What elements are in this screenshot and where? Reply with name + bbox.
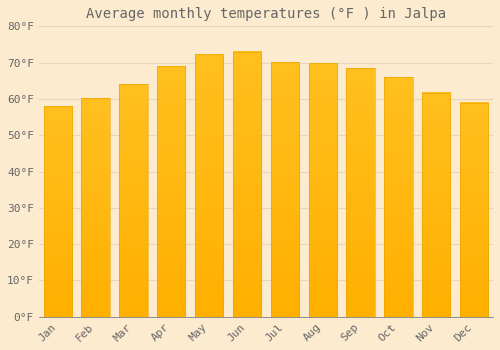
Bar bbox=[157, 66, 186, 317]
Bar bbox=[44, 106, 72, 317]
Bar bbox=[346, 68, 375, 317]
Bar bbox=[270, 62, 299, 317]
Bar bbox=[195, 54, 224, 317]
Bar bbox=[233, 52, 261, 317]
Bar bbox=[384, 77, 412, 317]
Bar bbox=[119, 84, 148, 317]
Bar bbox=[308, 63, 337, 317]
Bar bbox=[422, 93, 450, 317]
Bar bbox=[82, 98, 110, 317]
Title: Average monthly temperatures (°F ) in Jalpa: Average monthly temperatures (°F ) in Ja… bbox=[86, 7, 446, 21]
Bar bbox=[460, 103, 488, 317]
